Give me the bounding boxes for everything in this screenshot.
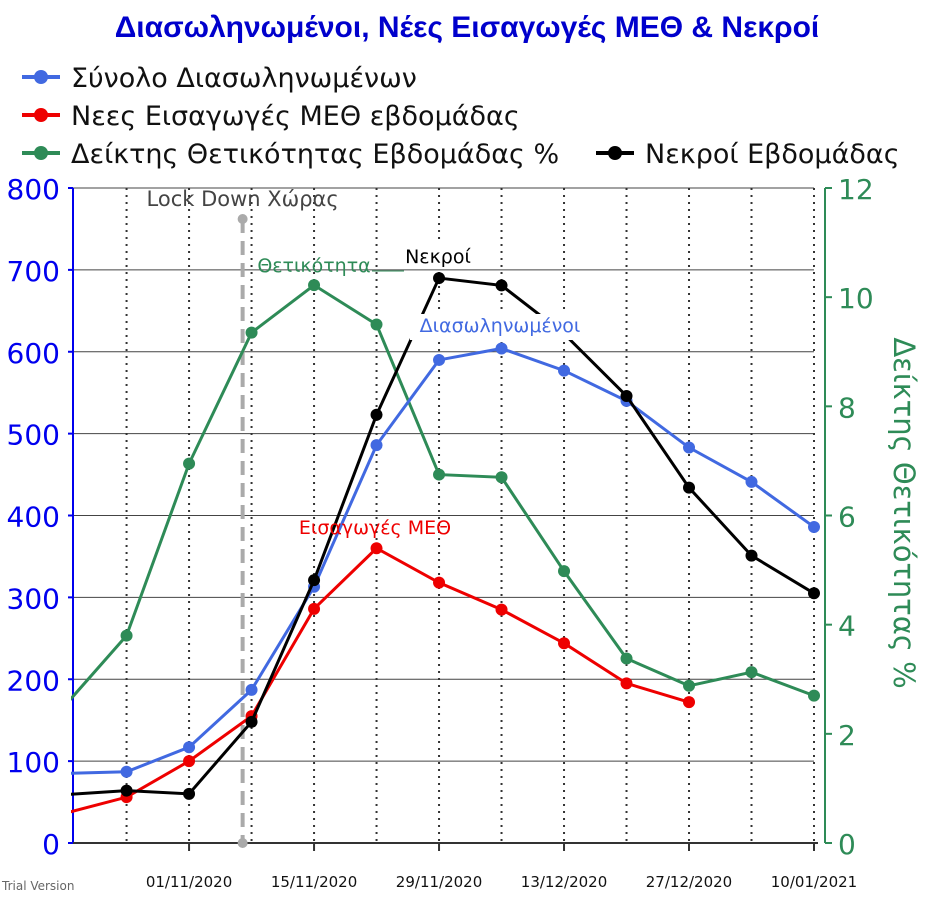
- y-right-tick-label: 12: [838, 173, 874, 206]
- data-point: [808, 520, 820, 533]
- data-point: [308, 574, 321, 587]
- y-right-tick-label: 10: [838, 282, 874, 315]
- legend-swatch-marker: [608, 146, 622, 160]
- y-left-tick-label: 200: [7, 664, 60, 697]
- data-point: [683, 679, 696, 692]
- legend-label: Νεες Εισαγωγές ΜΕΘ εβδομάδας: [71, 101, 520, 132]
- data-point: [433, 353, 446, 366]
- legend-item: Σύνολο Διασωληνωμένων: [22, 63, 417, 94]
- data-point: [683, 441, 696, 454]
- series-νεες-εισαγωγές-μεθ-εβδομάδας: [71, 542, 696, 814]
- data-point: [745, 475, 758, 488]
- annotation-background: [396, 243, 476, 269]
- annotation-label: Διασωληνωμένοι: [420, 315, 581, 337]
- series-νεκροί-εβδομάδας: [71, 272, 820, 800]
- axes: [72, 188, 826, 844]
- data-point: [183, 755, 196, 768]
- data-point: [183, 787, 196, 800]
- y-left-tick-label: 100: [7, 746, 60, 779]
- annotation-label: Εισαγωγές ΜΕΘ: [299, 517, 451, 539]
- y-left-tick-label: 700: [7, 255, 60, 288]
- data-point: [745, 549, 758, 562]
- legend-item: Νεκροί Εβδομάδας: [596, 139, 900, 170]
- data-point: [120, 765, 133, 778]
- legend-swatch-marker: [34, 146, 48, 160]
- x-tick-label: 29/11/2020: [396, 873, 482, 891]
- series-δείκτης-θετικότητας-εβδομάδας: [71, 279, 820, 702]
- data-point: [745, 666, 758, 679]
- series-layer: [71, 272, 820, 814]
- legend-label: Σύνολο Διασωληνωμένων: [71, 63, 417, 94]
- data-point: [433, 468, 446, 481]
- lockdown-line-cap: [237, 214, 248, 224]
- data-point: [495, 603, 508, 616]
- data-point: [495, 279, 508, 292]
- y-left-tick-label: 0: [42, 828, 60, 861]
- data-point: [558, 565, 571, 578]
- data-point: [308, 602, 321, 615]
- data-point: [683, 481, 696, 494]
- data-point: [183, 741, 196, 754]
- y-right-tick-label: 2: [838, 719, 856, 752]
- lockdown-label: Lock Down Χώρας: [147, 187, 339, 211]
- y-left-tick-label: 300: [7, 582, 60, 615]
- y-left-tick-label: 800: [7, 173, 60, 206]
- data-point: [370, 439, 383, 452]
- data-point: [120, 629, 133, 642]
- lockdown-line-cap: [237, 838, 248, 848]
- data-point: [558, 364, 571, 377]
- data-point: [370, 318, 383, 331]
- lockdown-reference: Lock Down Χώρας: [147, 187, 339, 848]
- data-point: [433, 576, 446, 589]
- watermark: Trial Version: [2, 879, 75, 893]
- x-tick-label: 13/12/2020: [521, 873, 607, 891]
- data-point: [183, 457, 196, 470]
- x-tick-label: 01/11/2020: [146, 873, 232, 891]
- data-point: [245, 715, 258, 728]
- legend-label: Δείκτης Θετικότητας Εβδομάδας %: [71, 139, 559, 170]
- data-point: [495, 471, 508, 484]
- annotation-label: Θετικότητα: [257, 255, 370, 277]
- x-tick-label: 10/01/2021: [771, 873, 857, 891]
- chart-title: Διασωληνωμένοι, Νέες Εισαγωγές ΜΕΘ & Νεκ…: [115, 11, 820, 44]
- data-point: [433, 272, 446, 285]
- data-point: [245, 326, 258, 339]
- legend-swatch-marker: [34, 70, 48, 84]
- grid: 0 100 200 300 400 500 600 700 800 0 2 4 6 8 10 12: [7, 173, 874, 861]
- legend: Σύνολο Διασωληνωμένων Νεες Εισαγωγές ΜΕΘ …: [22, 63, 900, 170]
- legend-swatch-marker: [34, 108, 48, 122]
- annotations: Θετικότητα Νεκροί Διασωληνωμένοι Εισαγωγές …: [257, 243, 590, 539]
- data-point: [370, 408, 383, 421]
- annotation-background: [410, 314, 590, 340]
- vertical-gridlines: 01/11/2020 15/11/2020 29/11/2020 13/12/2020…: [125, 188, 857, 891]
- data-point: [308, 279, 321, 292]
- x-tick-label: 15/11/2020: [271, 873, 357, 891]
- annotation-label: Νεκροί: [405, 246, 471, 268]
- y-right-tick-label: 6: [838, 501, 856, 534]
- series-σύνολο-διασωληνωμένων: [71, 342, 820, 778]
- data-point: [495, 342, 508, 355]
- data-point: [558, 637, 571, 650]
- data-point: [245, 683, 258, 696]
- y-right-axis-label: Δείκτης Θετικότητας %: [887, 337, 921, 688]
- y-left-tick-label: 400: [7, 501, 60, 534]
- y-right-tick-label: 0: [838, 828, 856, 861]
- data-point: [620, 389, 633, 402]
- legend-label: Νεκροί Εβδομάδας: [645, 139, 900, 170]
- y-right-tick-label: 4: [838, 610, 856, 643]
- y-right-tick-label: 8: [838, 391, 856, 424]
- data-point: [370, 542, 383, 555]
- y-left-tick-label: 600: [7, 337, 60, 370]
- y-left-tick-label: 500: [7, 419, 60, 452]
- data-point: [683, 696, 696, 709]
- data-point: [620, 652, 633, 665]
- data-point: [808, 587, 820, 600]
- legend-item: Δείκτης Θετικότητας Εβδομάδας %: [22, 139, 559, 170]
- data-point: [120, 784, 133, 797]
- data-point: [808, 689, 820, 702]
- data-point: [620, 677, 633, 690]
- x-tick-label: 27/12/2020: [646, 873, 732, 891]
- legend-item: Νεες Εισαγωγές ΜΕΘ εβδομάδας: [22, 101, 520, 132]
